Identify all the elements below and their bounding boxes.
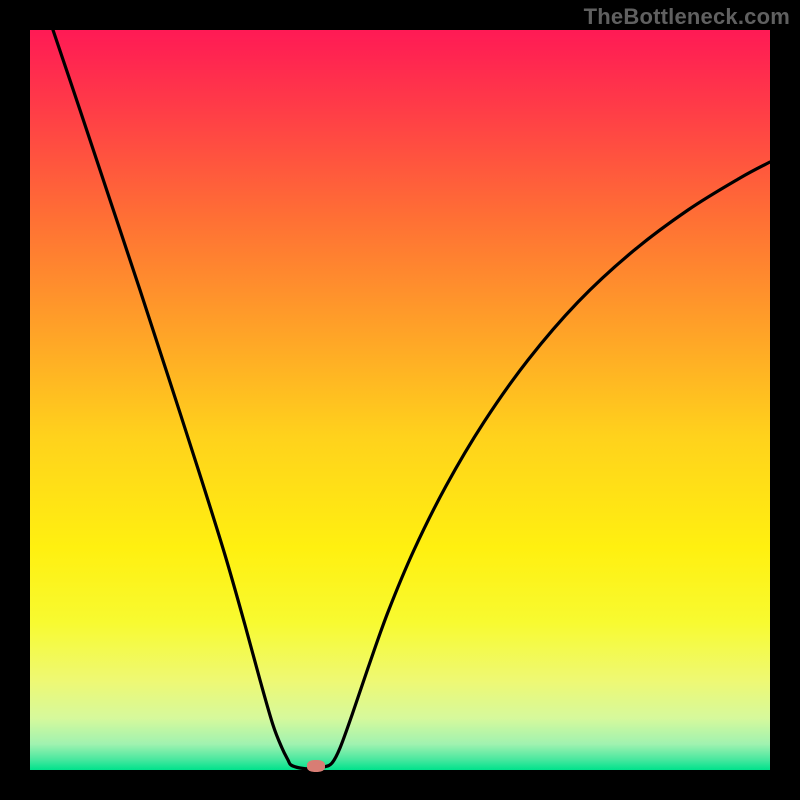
min-marker <box>307 760 325 772</box>
chart-container: TheBottleneck.com <box>0 0 800 800</box>
curve-layer <box>30 30 770 770</box>
watermark-text: TheBottleneck.com <box>584 4 790 30</box>
bottleneck-curve <box>53 30 770 769</box>
